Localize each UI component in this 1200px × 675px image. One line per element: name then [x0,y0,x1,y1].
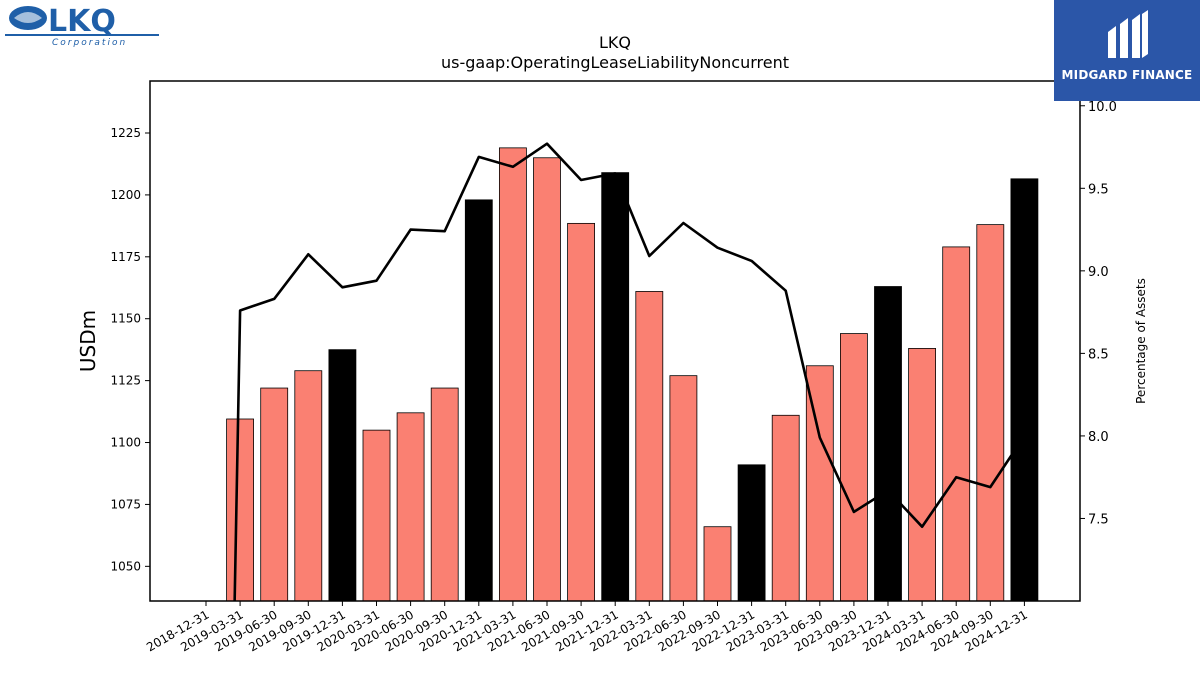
bar-2024-09-30 [976,224,1005,602]
bar-2020-12-31 [464,199,493,602]
bar-2019-12-31 [328,349,357,602]
bar-2020-03-31 [362,429,391,602]
y-tick-label: 1150 [110,312,141,326]
bar-2019-09-30 [294,370,323,602]
bar-2022-03-31 [635,291,664,602]
brand-name: MIDGARD FINANCE [1061,68,1193,82]
bar-2021-12-31 [601,172,630,602]
bar-2022-06-30 [669,375,698,602]
bar-2020-09-30 [430,387,459,602]
midgard-logo-icon [1108,10,1148,58]
logo-text: LKQ [48,4,116,39]
bar-2023-03-31 [771,414,800,602]
bar-2019-03-31 [226,418,255,602]
y2-axis-label: Percentage of Assets [1134,278,1148,404]
bar-2020-06-30 [396,412,425,602]
y-tick-label: 1125 [110,374,141,388]
bar-2023-06-30 [805,365,834,602]
bar-2024-06-30 [942,246,971,602]
y-tick-label: 1175 [110,250,141,264]
bar-2021-06-30 [533,157,561,602]
x-axis: 2018-12-312019-03-312019-06-302019-09-30… [144,601,1030,654]
bar-2024-03-31 [908,348,936,602]
y2-tick-label: 10.0 [1088,100,1117,115]
y2-tick-label: 8.5 [1088,347,1109,362]
bar-2023-12-31 [874,286,902,602]
bar-2021-03-31 [498,147,527,602]
y2-tick-label: 9.0 [1088,265,1109,280]
y-axis-right: 7.5 8.0 8.5 9.0 9.5 10.0 [1080,100,1117,527]
bar-series [226,147,1039,602]
lkq-logo: LKQ Corporation [4,2,160,48]
y-tick-label: 1200 [110,188,141,202]
bar-2019-06-30 [260,387,289,602]
lkq-logo-icon: LKQ Corporation [5,4,159,48]
percentage-line-series [233,142,1026,601]
y-axis-label: USDm [76,310,100,372]
y-tick-label: 1100 [110,436,141,450]
bar-2022-12-31 [737,464,766,602]
y-tick-label: 1075 [110,497,141,511]
chart-subtitle: us-gaap:OperatingLeaseLiabilityNoncurren… [441,53,789,72]
bar-2022-09-30 [703,526,732,602]
y2-tick-label: 9.5 [1088,182,1109,197]
bar-2024-12-31 [1010,178,1039,602]
y2-tick-label: 8.0 [1088,430,1109,445]
chart-title: LKQ [599,33,631,52]
y-tick-label: 1225 [110,126,141,140]
bar-2021-09-30 [567,222,595,602]
percentage-of-assets-line [233,142,1026,601]
logo-subtext: Corporation [52,38,127,48]
y-axis-left: 1050 1075 1100 1125 1150 1175 1200 1225 [110,126,150,573]
midgard-finance-badge: MIDGARD FINANCE [1054,0,1200,101]
bar-2023-09-30 [840,333,868,602]
y-tick-label: 1050 [110,559,141,573]
y2-tick-label: 7.5 [1088,512,1109,527]
